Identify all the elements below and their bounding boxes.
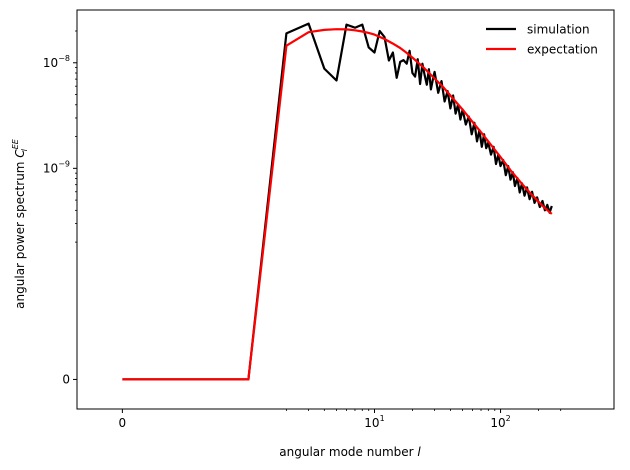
plot-frame xyxy=(76,9,615,410)
legend-label-expectation: expectation xyxy=(527,43,598,57)
y-axis-label: angular power spectrum CEEl xyxy=(11,138,29,309)
x-tick-label: 0 xyxy=(119,416,127,430)
y-axis-ticks: 0 10−9 10−8 xyxy=(43,30,77,386)
x-axis-label: angular mode number l xyxy=(279,445,421,459)
x-tick-label: 101 xyxy=(364,414,384,430)
plot-lines xyxy=(122,22,553,381)
series-line-expectation xyxy=(122,28,553,381)
y-tick-label: 10−8 xyxy=(43,54,70,70)
x-axis-ticks: 0 101 102 xyxy=(119,409,562,430)
y-tick-label: 0 xyxy=(62,372,70,386)
legend-label-simulation: simulation xyxy=(527,23,590,37)
y-tick-label: 10−9 xyxy=(43,159,70,175)
legend: simulation expectation xyxy=(486,23,598,57)
x-tick-label: 102 xyxy=(490,414,510,430)
